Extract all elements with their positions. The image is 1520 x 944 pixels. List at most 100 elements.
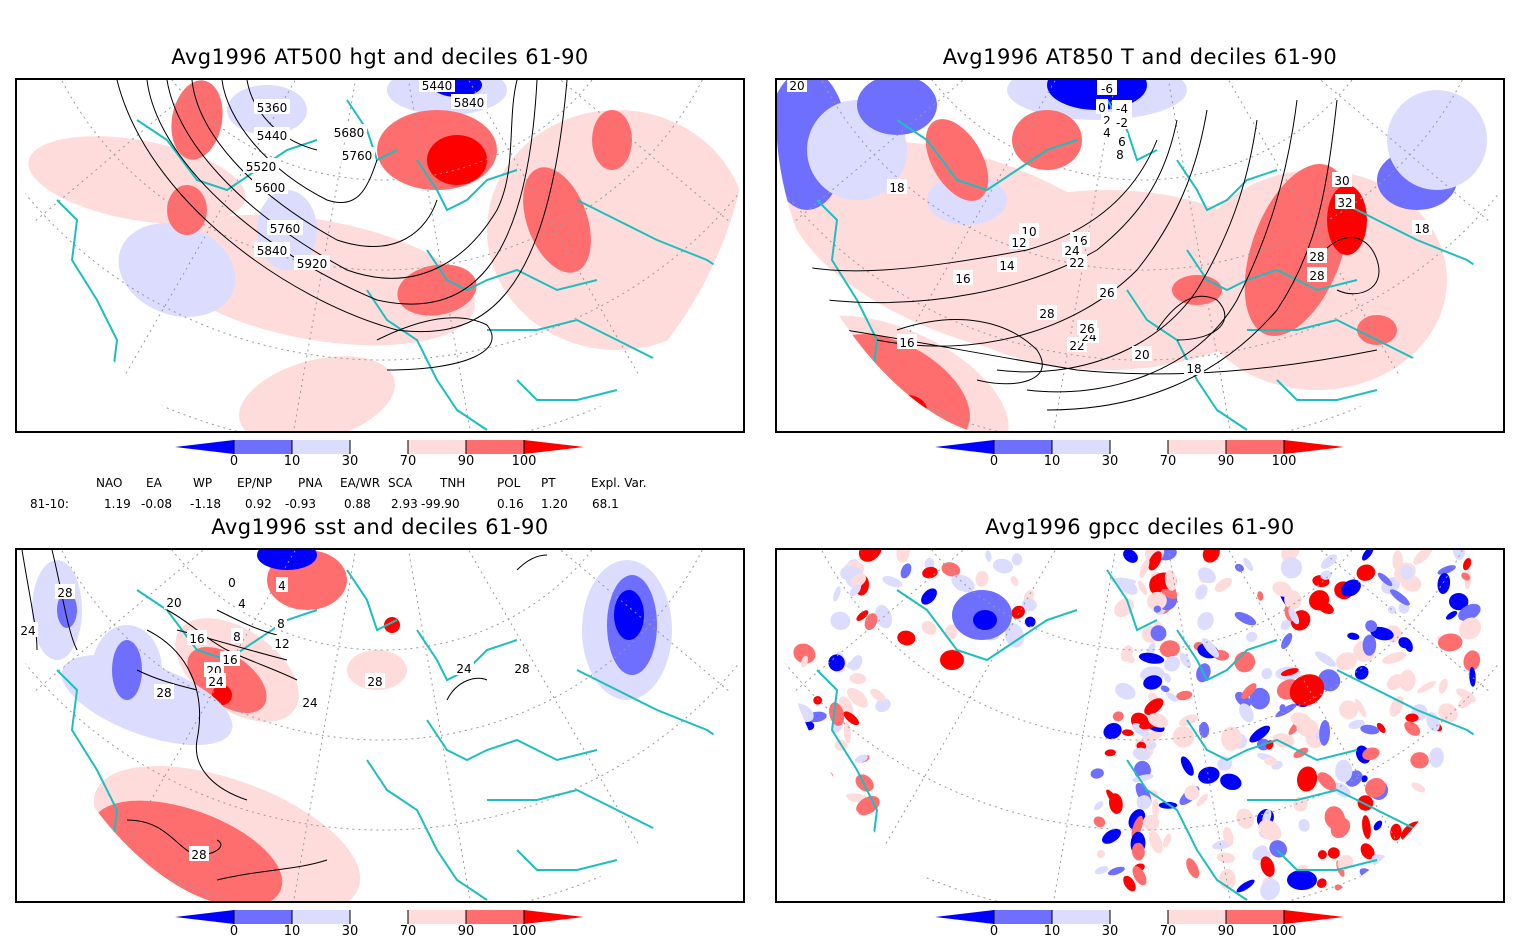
colorbar-tick-label: 100 — [1271, 454, 1297, 469]
contour-label-bg — [275, 615, 287, 630]
contour-label-bg — [1062, 242, 1082, 257]
decile-shading — [1361, 550, 1374, 561]
decile-shading — [212, 685, 232, 705]
colorbar-tick-label: 70 — [399, 924, 417, 939]
decile-shading — [1184, 785, 1200, 801]
colorbar-bin — [234, 440, 292, 454]
graticule-longitude — [259, 80, 383, 431]
decile-shading — [1195, 584, 1208, 600]
decile-shading — [1115, 683, 1136, 700]
decile-shading — [1214, 577, 1232, 592]
contour-label: 5840 — [257, 244, 288, 258]
decile-shading — [1449, 592, 1469, 611]
coastline — [896, 119, 1078, 192]
map-gpcc — [775, 548, 1505, 903]
decile-shading — [1437, 572, 1451, 595]
decile-shading — [1146, 741, 1157, 750]
decile-shading — [1426, 833, 1441, 847]
map-gpcc-plot — [777, 550, 1503, 901]
colorbar-tick-label: 0 — [229, 454, 239, 469]
decile-shading — [1220, 726, 1242, 751]
index-header: PNA — [298, 476, 323, 490]
coastline — [426, 249, 598, 292]
decile-shading — [1365, 777, 1386, 798]
contour-line — [116, 80, 568, 333]
decile-shading — [887, 395, 927, 425]
decile-shading — [992, 558, 1014, 574]
index-header: POL — [497, 476, 521, 490]
contour-line — [896, 319, 1043, 385]
decile-shading — [1409, 878, 1420, 892]
decile-shading — [167, 185, 207, 235]
decile-shading — [1146, 591, 1167, 611]
coastline — [416, 159, 518, 212]
decile-shading — [1198, 567, 1216, 584]
contour-line — [216, 859, 328, 881]
contour-label-bg — [254, 127, 290, 142]
decile-shading — [1365, 620, 1378, 633]
decile-shading — [1410, 752, 1429, 769]
decile-shading — [1243, 557, 1254, 572]
decile-shading — [922, 566, 938, 579]
decile-shading — [1021, 598, 1037, 612]
decile-shading — [1179, 652, 1192, 668]
contour-label: 4 — [278, 579, 286, 593]
decile-shading — [1382, 652, 1407, 664]
index-value: 1.20 — [541, 497, 568, 511]
colorbar-tick-label: 100 — [511, 924, 537, 939]
decile-shading — [1387, 605, 1397, 614]
decile-shading — [864, 613, 878, 631]
decile-shading — [1160, 685, 1170, 693]
colorbar-bin — [1052, 440, 1110, 454]
colorbar-tick-label: 90 — [1217, 454, 1235, 469]
decile-shading — [1446, 610, 1458, 620]
decile-shading — [1456, 688, 1476, 703]
decile-shading — [973, 610, 997, 630]
decile-shading — [925, 119, 989, 201]
decile-shading — [1327, 847, 1340, 859]
contour-label: 16 — [189, 632, 204, 646]
decile-shading — [1348, 719, 1365, 729]
decile-shading — [1367, 874, 1388, 900]
decile-shading — [347, 650, 407, 690]
decile-shading — [1163, 672, 1171, 683]
decile-shading — [1260, 879, 1281, 901]
decile-shading — [1416, 680, 1437, 694]
decile-shading — [1112, 711, 1124, 722]
decile-shading — [1330, 817, 1351, 839]
coastline — [56, 199, 128, 411]
decile-shading — [1136, 795, 1152, 810]
decile-shading — [1287, 870, 1317, 890]
colorbar-bin — [466, 910, 524, 924]
contour-line — [1046, 99, 1338, 411]
decile-shading — [1186, 858, 1200, 879]
contour-label: 24 — [302, 696, 317, 710]
decile-shading — [856, 795, 880, 816]
decile-shading — [1258, 819, 1282, 841]
contour-label: 22 — [1069, 256, 1084, 270]
colorbar-tick-label: 0 — [229, 924, 239, 939]
contour-line — [1026, 99, 1298, 393]
decile-shading — [1339, 700, 1359, 720]
contour-label-bg — [267, 220, 303, 235]
decile-shading — [1094, 866, 1109, 875]
decile-shading — [1272, 733, 1295, 748]
contour-label: 30 — [1334, 174, 1349, 188]
graticule-longitude — [777, 550, 1143, 851]
decile-shading — [1376, 722, 1386, 733]
decile-shading — [852, 573, 867, 586]
decile-shading — [1360, 724, 1380, 735]
decile-shading — [1024, 616, 1036, 628]
decile-shading — [1172, 726, 1195, 748]
index-value: 0.92 — [245, 497, 272, 511]
decile-shading — [1429, 747, 1444, 768]
decile-shading — [830, 611, 851, 630]
contour-label: 28 — [367, 675, 382, 689]
decile-shading — [1347, 632, 1360, 640]
decile-shading — [57, 592, 77, 628]
decile-shading — [112, 640, 142, 700]
graticule-longitude — [791, 80, 1143, 431]
decile-shading — [1319, 720, 1331, 746]
colorbar-bin — [1052, 910, 1110, 924]
contour-label: 0 — [228, 576, 236, 590]
